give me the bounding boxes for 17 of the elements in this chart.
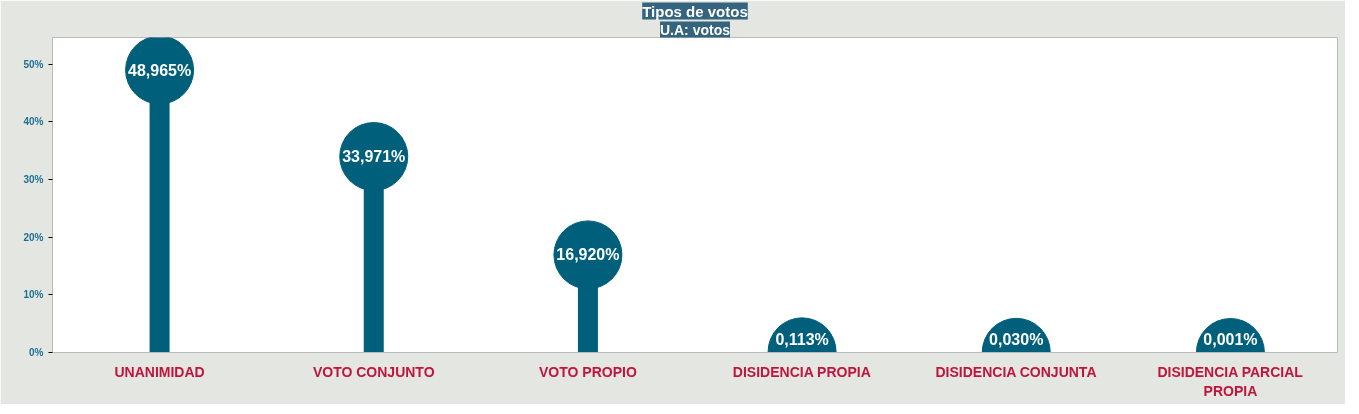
- x-tick-label: VOTO CONJUNTO: [312, 363, 435, 380]
- y-tick-label: 50%: [23, 58, 44, 70]
- x-tick-label: DISIDENCIA PROPIA: [732, 363, 871, 380]
- x-tick-label: VOTO PROPIO: [539, 363, 637, 380]
- y-tick-label: 30%: [23, 173, 44, 185]
- y-tick-label: 20%: [23, 231, 44, 243]
- data-label: 33,971%: [342, 148, 406, 166]
- x-tick-label: UNANIMIDAD: [114, 363, 205, 380]
- data-label: 48,965%: [128, 61, 192, 79]
- chart-subtitle: U.A: votos: [660, 21, 731, 38]
- chart-title: Tipos de votos: [642, 2, 748, 20]
- y-tick-label: 40%: [23, 116, 44, 128]
- x-tick-label: DISIDENCIA CONJUNTA: [935, 363, 1097, 380]
- data-label: 16,920%: [556, 246, 620, 264]
- y-tick-label: 10%: [23, 289, 44, 301]
- x-tick-label: DISIDENCIA PARCIAL PROPIA: [1157, 363, 1304, 399]
- y-tick-label: 0%: [29, 347, 44, 358]
